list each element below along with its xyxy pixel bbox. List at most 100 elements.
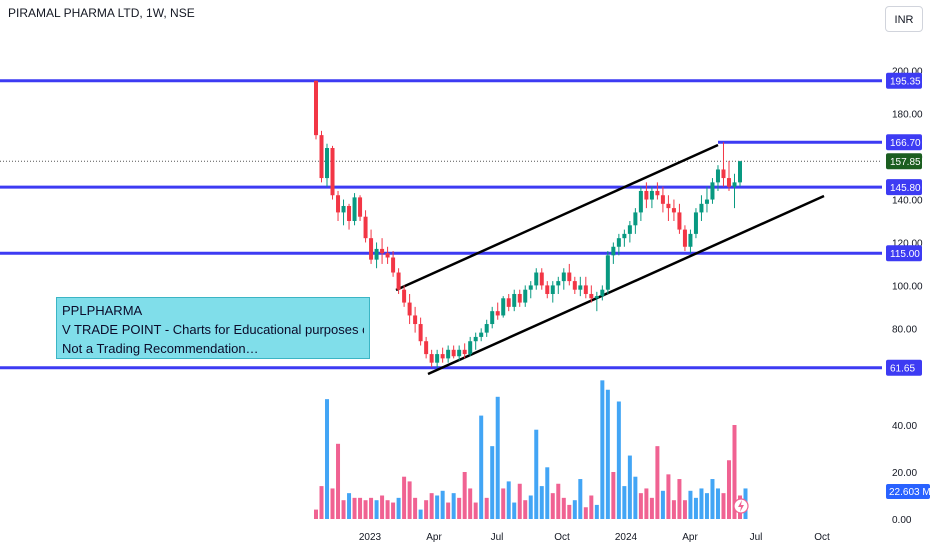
candle-body (539, 272, 544, 286)
candle-body (363, 216, 368, 239)
x-tick-label: Oct (814, 532, 830, 543)
level-price-label: 195.35 (890, 77, 921, 88)
candle-body (396, 272, 401, 290)
note-line-1: PPLPHARMA (62, 303, 143, 318)
candle-body (512, 293, 517, 307)
candle-body (352, 197, 357, 221)
volume-bar (710, 479, 715, 519)
last-price-badge (886, 153, 922, 170)
price-tick-label: 120.00 (892, 238, 923, 249)
volume-bar (418, 509, 423, 519)
volume-bar (611, 472, 616, 519)
candle-body (457, 349, 462, 357)
candle-body (435, 354, 440, 363)
candle-body (495, 311, 500, 316)
volume-bar (622, 486, 627, 519)
candle-body (600, 289, 605, 297)
level-price-label: 61.65 (890, 364, 915, 375)
level-price-badge (886, 72, 922, 89)
volume-bar (440, 490, 445, 519)
x-tick-label: Oct (554, 532, 570, 543)
candle-body (688, 233, 693, 247)
candle-body (589, 293, 594, 299)
volume-bar (512, 502, 517, 519)
volume-bar (352, 497, 357, 519)
candle-body (336, 195, 341, 213)
channel-upper-line (395, 143, 719, 292)
level-price-badge (886, 245, 922, 262)
candle-body (534, 272, 539, 286)
candle-body (325, 148, 330, 179)
candle-body (374, 248, 379, 260)
volume-bar (693, 497, 698, 519)
last-price-label: 157.85 (890, 157, 921, 168)
volume-bar (424, 500, 429, 519)
candle-body (506, 298, 511, 307)
volume-bar (655, 446, 660, 519)
candle-body (341, 205, 346, 213)
candle-body (726, 178, 731, 187)
level-price-badge (886, 179, 922, 196)
volume-bar (468, 488, 473, 519)
volume-bar (715, 488, 720, 519)
volume-bar (369, 497, 374, 519)
volume-bar (319, 486, 324, 519)
candle-body (611, 246, 616, 256)
volume-bar (473, 502, 478, 519)
candle-body (528, 285, 533, 290)
candle-body (699, 203, 704, 213)
volume-bar (605, 389, 610, 519)
candle-body (693, 212, 698, 234)
candle-body (704, 199, 709, 204)
volume-bar (682, 500, 687, 519)
volume-bar (407, 481, 412, 519)
volume-bar (638, 493, 643, 519)
volume-bar (451, 493, 456, 519)
candle-body (484, 324, 489, 333)
annotation-note: PPLPHARMA V TRADE POINT - Charts for Edu… (56, 297, 370, 359)
candle-body (638, 190, 643, 213)
volume-bar (726, 460, 731, 519)
volume-bar (358, 497, 363, 519)
volume-bar (341, 500, 346, 519)
volume-bar (523, 500, 528, 519)
volume-bar (396, 497, 401, 519)
price-tick-label: 140.00 (892, 196, 923, 207)
volume-bar (578, 479, 583, 519)
lightning-icon-glyph (738, 500, 744, 512)
candle-body (479, 332, 484, 337)
volume-bar (572, 500, 577, 519)
currency-selector[interactable]: INR (885, 6, 923, 32)
volume-tick-label: 40.00 (892, 421, 917, 432)
candle-body (407, 302, 412, 316)
volume-bar (545, 467, 550, 519)
level-price-label: 145.80 (890, 183, 921, 194)
candle-body (671, 208, 676, 213)
volume-bar (435, 495, 440, 519)
candle-body (391, 257, 396, 273)
volume-bar (671, 500, 676, 519)
candle-body (314, 80, 318, 136)
price-tick-label: 200.00 (892, 67, 923, 78)
candle-body (721, 169, 726, 179)
volume-bar (594, 504, 599, 519)
volume-bar (380, 495, 385, 519)
volume-bar (721, 493, 726, 519)
channel-lower-line (427, 194, 825, 376)
volume-bar (561, 497, 566, 519)
volume-bar (550, 493, 555, 519)
level-price-label: 115.00 (890, 249, 920, 260)
x-tick-label: Apr (426, 532, 442, 543)
volume-bar (462, 472, 467, 519)
candle-body (710, 182, 715, 200)
volume-bar (330, 488, 335, 519)
candle-body (655, 190, 660, 196)
candle-body (369, 238, 374, 260)
candle-body (446, 349, 451, 359)
volume-bar (429, 493, 434, 519)
candle-body (319, 135, 324, 179)
level-price-badge (886, 359, 922, 376)
candle-body (424, 341, 429, 355)
volume-bar (457, 497, 462, 519)
